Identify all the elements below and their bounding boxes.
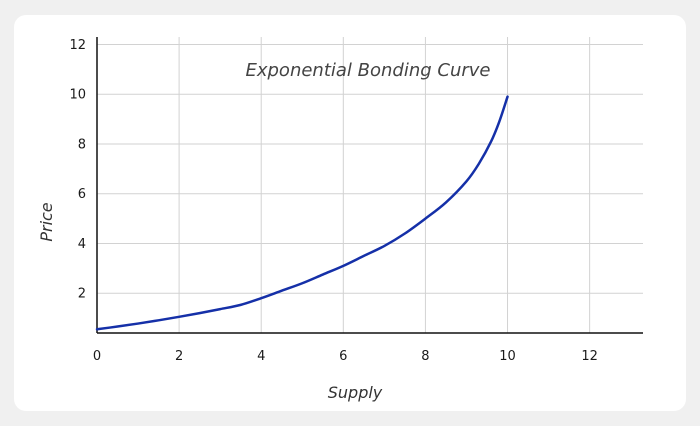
x-tick-label: 8 [421,349,429,364]
series-layer [95,95,509,331]
y-tick-label: 10 [69,88,86,103]
y-axis-title: Price [37,202,56,241]
x-tick-labels: 0 2 4 6 8 10 12 [93,349,598,364]
x-tick-label: 2 [175,349,183,364]
grid-lines [97,37,643,333]
y-tick-label: 4 [78,237,86,252]
y-tick-label: 12 [69,38,86,53]
x-tick-label: 12 [581,349,598,364]
chart-card [14,15,686,411]
x-tick-label: 4 [257,349,265,364]
y-tick-label: 2 [78,287,86,302]
x-tick-label: 0 [93,349,101,364]
x-axis-title: Supply [328,383,383,402]
axes [96,37,643,334]
series-line [95,95,509,331]
y-tick-label: 8 [78,137,86,152]
y-tick-label: 6 [78,187,86,202]
chart-title: Exponential Bonding Curve [245,60,490,81]
x-tick-label: 6 [339,349,347,364]
y-tick-labels: 2 4 6 8 10 12 [69,38,86,302]
x-tick-label: 10 [499,349,516,364]
